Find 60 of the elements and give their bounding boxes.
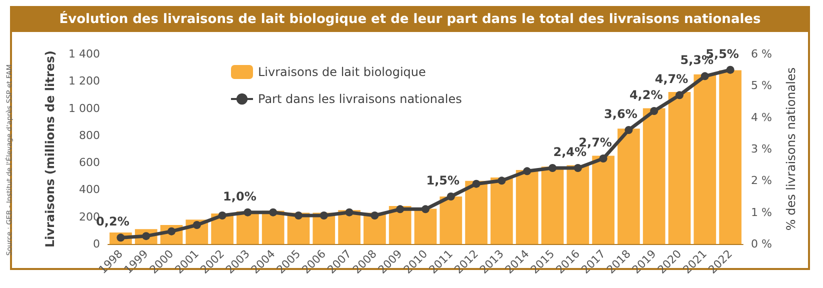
bar <box>490 178 513 244</box>
y-axis-title: Livraisons (millions de litres) <box>43 50 57 248</box>
y-tick-label: 800 <box>79 128 100 142</box>
bar <box>719 70 742 244</box>
point <box>548 164 556 172</box>
y-tick-label: 1 000 <box>68 102 100 115</box>
y2-tick-label: 5 % <box>751 79 772 92</box>
y-tick-label: 1 400 <box>68 48 100 60</box>
y2-tick-label: 6 % <box>751 48 772 60</box>
point <box>599 154 608 162</box>
y2-tick-label: 1 % <box>751 206 772 219</box>
point <box>192 221 201 229</box>
bar <box>516 170 538 244</box>
bar <box>440 196 462 244</box>
point <box>726 66 734 74</box>
point <box>624 126 633 134</box>
y2-tick-label: 0 % <box>751 238 772 250</box>
bar <box>592 156 614 244</box>
bar <box>618 128 640 244</box>
y2-axis-title: % des livraisons nationales <box>784 67 798 231</box>
point <box>396 205 404 214</box>
y2-tick-label: 3 % <box>751 142 772 156</box>
point <box>244 208 252 216</box>
data-label: 4,2% <box>629 88 663 102</box>
point <box>574 164 582 172</box>
y-tick-label: 600 <box>79 156 100 170</box>
point <box>269 208 278 216</box>
point <box>218 212 226 220</box>
point <box>523 167 532 176</box>
y-tick-label: 1 200 <box>68 74 100 88</box>
data-label: 1,0% <box>223 189 256 204</box>
data-label: 1,5% <box>426 174 460 188</box>
point <box>446 192 455 200</box>
bar <box>414 208 437 244</box>
point <box>320 212 328 220</box>
chart-title: Évolution des livraisons de lait biologique et de leur part dans le total des livraisons nationales <box>10 6 810 32</box>
legend-label: Livraisons de lait biologique <box>258 65 426 79</box>
bar <box>668 92 691 244</box>
data-label: 4,7% <box>654 72 688 86</box>
point <box>422 205 430 214</box>
point <box>370 212 379 220</box>
bar <box>694 74 716 244</box>
y-tick-label: 400 <box>79 183 100 196</box>
bar <box>541 166 564 244</box>
point <box>650 107 658 115</box>
point <box>700 72 709 80</box>
point <box>345 208 354 216</box>
data-label: 2,4% <box>553 145 587 159</box>
legend-label: Part dans les livraisons nationales <box>258 92 462 106</box>
y2-tick-label: 2 % <box>751 174 772 188</box>
y2-tick-label: 4 % <box>751 110 772 124</box>
y-tick-label: 0 <box>93 238 100 250</box>
bar <box>642 108 666 244</box>
point <box>676 91 684 100</box>
point <box>294 212 302 220</box>
bar <box>566 165 590 244</box>
point <box>472 180 480 188</box>
data-label: 3,6% <box>604 107 638 121</box>
point <box>498 176 506 185</box>
bar <box>465 180 488 244</box>
